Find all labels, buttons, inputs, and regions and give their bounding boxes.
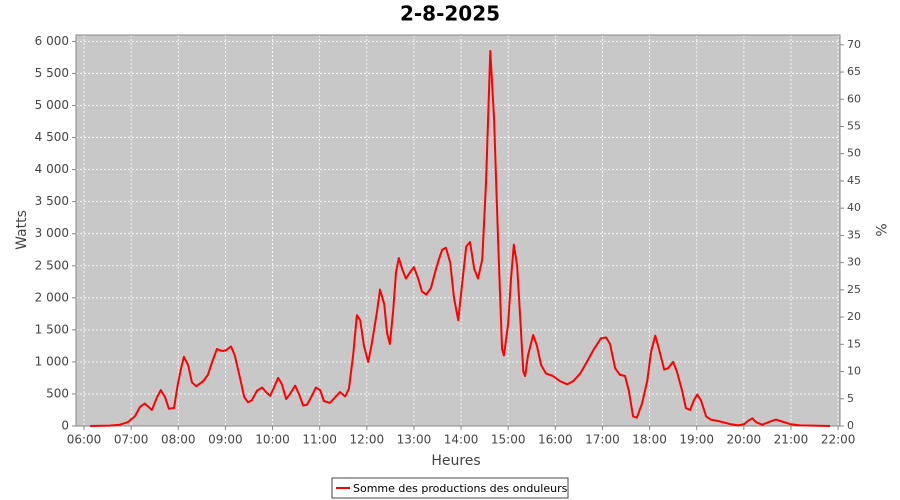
y-tick-label: 2 000 [35,290,69,304]
y-tick-label: 5 500 [35,66,69,80]
y-tick-label: 3 500 [35,194,69,208]
x-tick-label: 21:00 [774,433,809,447]
y2-tick-label: 5 [847,392,854,405]
y2-tick-label: 65 [847,65,861,78]
x-tick-label: 17:00 [585,433,620,447]
y-tick-label: 4 500 [35,130,69,144]
x-tick-label: 11:00 [302,433,337,447]
y2-tick-label: 10 [847,365,861,378]
y-tick-label: 1 500 [35,322,69,336]
y-tick-label: 0 [61,419,69,433]
y2-tick-label: 35 [847,228,861,241]
x-tick-label: 20:00 [727,433,762,447]
x-tick-label: 16:00 [538,433,573,447]
y2-tick-label: 70 [847,38,861,51]
y-tick-label: 500 [46,386,69,400]
y-tick-label: 3 000 [35,226,69,240]
y-axis-label: Watts [14,210,30,250]
y2-tick-label: 15 [847,337,861,350]
y2-tick-label: 25 [847,283,861,296]
y-tick-label: 1 000 [35,354,69,368]
y2-tick-label: 50 [847,147,861,160]
x-tick-label: 07:00 [114,433,149,447]
legend-box [331,477,569,499]
x-tick-label: 10:00 [255,433,290,447]
y-tick-label: 4 000 [35,162,69,176]
chart-title: 2-8-2025 [400,2,500,26]
y2-tick-label: 20 [847,310,861,323]
y2-tick-label: 55 [847,119,861,132]
x-tick-label: 12:00 [350,433,385,447]
y2-tick-label: 30 [847,256,861,269]
y2-axis-label: % [872,223,888,236]
y2-tick-label: 60 [847,92,861,105]
x-tick-label: 15:00 [491,433,526,447]
series-line [90,50,831,427]
x-tick-label: 14:00 [444,433,479,447]
x-tick-label: 19:00 [679,433,714,447]
x-tick-label: 06:00 [67,433,102,447]
x-axis-label: Heures [431,453,480,469]
x-tick-label: 08:00 [161,433,196,447]
x-tick-label: 18:00 [632,433,667,447]
y2-tick-label: 45 [847,174,861,187]
x-tick-label: 13:00 [397,433,432,447]
plot-border [75,34,841,427]
y2-tick-label: 40 [847,201,861,214]
legend-label: Somme des productions des onduleurs [353,482,568,495]
y-tick-label: 5 000 [35,98,69,112]
x-tick-label: 22:00 [821,433,856,447]
x-tick-label: 09:00 [208,433,243,447]
legend: Somme des productions des onduleurs [331,477,569,499]
y2-tick-label: 0 [847,419,854,432]
y-tick-label: 6 000 [35,34,69,48]
y-tick-label: 2 500 [35,258,69,272]
plot-area [75,34,841,427]
